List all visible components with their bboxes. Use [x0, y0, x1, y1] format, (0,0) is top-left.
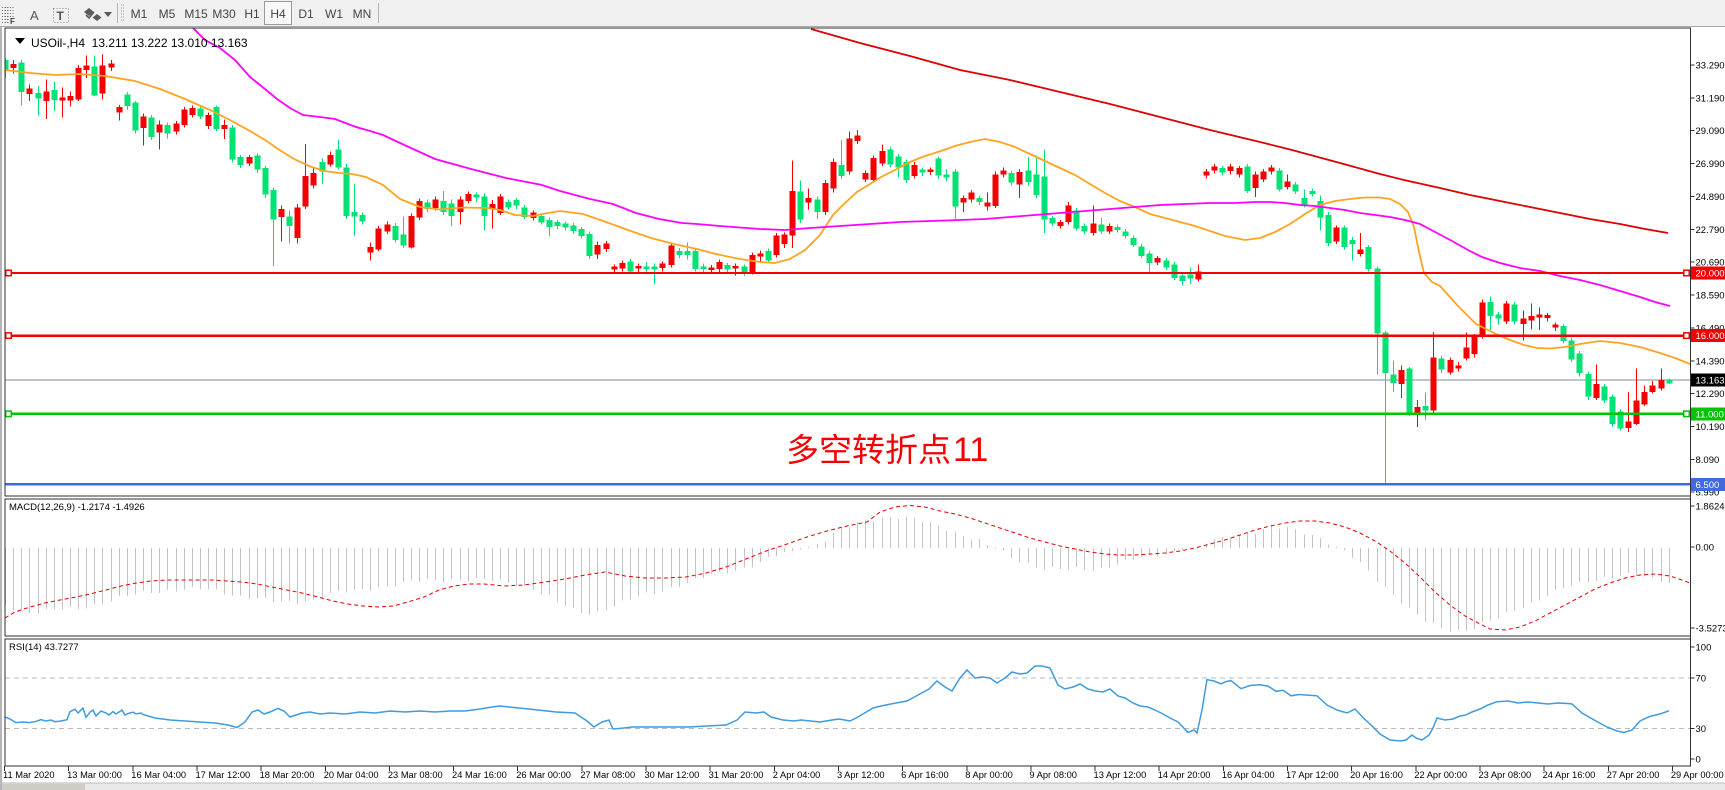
svg-text:22 Apr 00:00: 22 Apr 00:00: [1414, 770, 1467, 780]
svg-text:16.000: 16.000: [1696, 331, 1725, 342]
svg-text:18.590: 18.590: [1696, 291, 1725, 302]
svg-text:W1: W1: [325, 7, 343, 21]
svg-text:1.8624: 1.8624: [1696, 502, 1725, 513]
svg-text:27 Mar 08:00: 27 Mar 08:00: [580, 770, 635, 780]
svg-text:13 Mar 00:00: 13 Mar 00:00: [67, 770, 122, 780]
svg-text:A: A: [30, 8, 39, 23]
svg-text:18 Mar 20:00: 18 Mar 20:00: [260, 770, 315, 780]
svg-text:8.090: 8.090: [1696, 455, 1720, 466]
svg-text:24 Mar 16:00: 24 Mar 16:00: [452, 770, 507, 780]
svg-text:13.163: 13.163: [1696, 375, 1725, 386]
svg-text:31 Mar 20:00: 31 Mar 20:00: [709, 770, 764, 780]
svg-text:24 Apr 16:00: 24 Apr 16:00: [1543, 770, 1596, 780]
svg-text:27 Apr 20:00: 27 Apr 20:00: [1607, 770, 1660, 780]
svg-text:14.390: 14.390: [1696, 356, 1725, 367]
svg-text:9 Apr 08:00: 9 Apr 08:00: [1029, 770, 1077, 780]
svg-text:MACD(12,26,9) -1.2174 -1.4926: MACD(12,26,9) -1.2174 -1.4926: [9, 502, 145, 513]
svg-text:17 Apr 12:00: 17 Apr 12:00: [1286, 770, 1339, 780]
svg-text:M15: M15: [184, 7, 208, 21]
svg-text:11 Mar 2020: 11 Mar 2020: [3, 770, 55, 780]
svg-text:33.290: 33.290: [1696, 61, 1725, 72]
svg-text:H1: H1: [244, 7, 260, 21]
svg-text:29 Apr 00:00: 29 Apr 00:00: [1671, 770, 1724, 780]
svg-text:M5: M5: [159, 7, 176, 21]
svg-text:26.990: 26.990: [1696, 159, 1725, 170]
svg-text:M1: M1: [131, 7, 148, 21]
svg-text:13 Apr 12:00: 13 Apr 12:00: [1094, 770, 1147, 780]
svg-text:MN: MN: [353, 7, 372, 21]
svg-text:30 Mar 12:00: 30 Mar 12:00: [645, 770, 700, 780]
svg-text:8 Apr 00:00: 8 Apr 00:00: [965, 770, 1013, 780]
svg-text:RSI(14) 43.7277: RSI(14) 43.7277: [9, 642, 79, 653]
svg-text:2 Apr 04:00: 2 Apr 04:00: [773, 770, 821, 780]
svg-text:20.690: 20.690: [1696, 258, 1725, 269]
svg-text:11.000: 11.000: [1696, 409, 1724, 420]
svg-text:29.090: 29.090: [1696, 126, 1725, 137]
svg-text:17 Mar 12:00: 17 Mar 12:00: [195, 770, 250, 780]
svg-text:100: 100: [1696, 642, 1712, 653]
svg-text:F: F: [10, 17, 15, 26]
svg-text:20 Mar 04:00: 20 Mar 04:00: [324, 770, 379, 780]
svg-text:70: 70: [1696, 673, 1707, 684]
svg-text:16.490: 16.490: [1696, 323, 1725, 334]
svg-text:20.000: 20.000: [1696, 268, 1725, 279]
svg-text:H4: H4: [270, 7, 286, 21]
svg-text:0.00: 0.00: [1696, 543, 1715, 554]
svg-text:3 Apr 12:00: 3 Apr 12:00: [837, 770, 885, 780]
svg-text:USOil-,H4 13.211 13.222 13.01: USOil-,H4 13.211 13.222 13.010 13.163: [31, 36, 248, 50]
svg-text:5.990: 5.990: [1696, 488, 1720, 499]
svg-text:10.190: 10.190: [1696, 422, 1725, 433]
svg-text:0: 0: [1696, 754, 1701, 765]
svg-text:16 Apr 04:00: 16 Apr 04:00: [1222, 770, 1275, 780]
svg-text:16 Mar 04:00: 16 Mar 04:00: [131, 770, 186, 780]
svg-text:24.890: 24.890: [1696, 192, 1725, 203]
svg-text:11: 11: [953, 431, 988, 469]
svg-text:6 Apr 16:00: 6 Apr 16:00: [901, 770, 949, 780]
svg-text:22.790: 22.790: [1696, 225, 1725, 236]
svg-text:26 Mar 00:00: 26 Mar 00:00: [516, 770, 571, 780]
svg-text:6.500: 6.500: [1696, 480, 1720, 491]
svg-text:20 Apr 16:00: 20 Apr 16:00: [1350, 770, 1403, 780]
svg-text:-3.5273: -3.5273: [1696, 624, 1725, 635]
svg-text:30: 30: [1696, 724, 1707, 735]
svg-text:12.290: 12.290: [1696, 389, 1725, 400]
svg-text:23 Mar 08:00: 23 Mar 08:00: [388, 770, 443, 780]
svg-text:M30: M30: [212, 7, 236, 21]
svg-text:23 Apr 08:00: 23 Apr 08:00: [1478, 770, 1531, 780]
svg-text:D1: D1: [298, 7, 314, 21]
svg-text:31.190: 31.190: [1696, 93, 1725, 104]
svg-text:14 Apr 20:00: 14 Apr 20:00: [1158, 770, 1211, 780]
svg-text:T: T: [57, 9, 65, 23]
